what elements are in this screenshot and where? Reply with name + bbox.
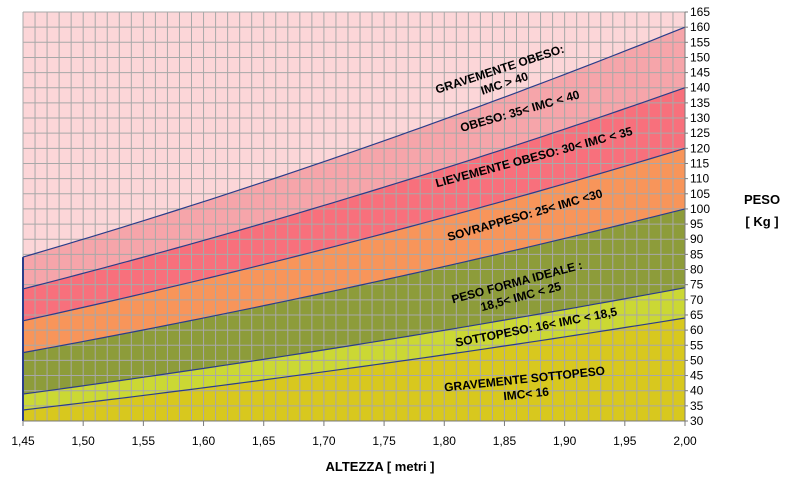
y-tick-label-27: 165: [690, 5, 710, 19]
x-tick-label-9: 1,90: [553, 434, 577, 448]
y-tick-label-24: 150: [690, 50, 710, 64]
y-tick-label-16: 110: [690, 172, 709, 186]
zones-layer: [23, 12, 685, 421]
y-tick-label-18: 120: [690, 141, 710, 155]
axes-layer: 1,45 1,50 1,55 1,60 1,65 1,70 1,75 1,80 1,85 1,90…: [11, 5, 710, 448]
y-tick-label-2: 40: [690, 384, 704, 398]
y-tick-label-14: 100: [690, 202, 710, 216]
grid-layer: [22, 11, 686, 422]
x-tick-label-8: 1,85: [493, 434, 517, 448]
y-tick-label-12: 90: [690, 232, 704, 246]
y-tick-label-21: 135: [690, 96, 710, 110]
y-tick-label-9: 75: [690, 278, 704, 292]
x-tick-label-5: 1,70: [312, 434, 336, 448]
zone-area-4: [23, 87, 685, 321]
zone-area-2: [23, 208, 685, 395]
boundary-lines-layer: [22, 26, 686, 421]
y-tick-label-1: 35: [690, 399, 704, 413]
y-tick-label-4: 50: [690, 353, 704, 367]
x-tick-label-4: 1,65: [252, 434, 276, 448]
y-tick-label-19: 125: [690, 126, 710, 140]
y-tick-label-0: 30: [690, 414, 704, 428]
bmi-line-25: [22, 208, 686, 354]
y-tick-label-10: 80: [690, 263, 704, 277]
x-tick-label-1: 1,50: [72, 434, 96, 448]
x-tick-label-0: 1,45: [11, 434, 35, 448]
bmi-line-18-5: [22, 287, 686, 395]
zone-area-5: [23, 27, 685, 289]
x-tick-label-11: 2,00: [673, 434, 697, 448]
y-tick-label-8: 70: [690, 293, 704, 307]
zone-label-0-line-1: IMC< 16: [503, 385, 550, 404]
x-tick-label-6: 1,75: [372, 434, 396, 448]
zone-area-3: [23, 148, 685, 353]
x-axis-title: ALTEZZA [ metri ]: [325, 459, 434, 474]
bmi-line-35: [22, 87, 686, 290]
y-tick-label-3: 45: [690, 369, 704, 383]
y-tick-label-17: 115: [690, 156, 709, 170]
bmi-line-30: [22, 147, 686, 322]
y-tick-label-13: 95: [690, 217, 704, 231]
y-tick-label-23: 145: [690, 66, 710, 80]
y-axis-title-line-2: [ Kg ]: [745, 214, 778, 229]
y-tick-label-26: 160: [690, 20, 710, 34]
zone-area-1: [23, 287, 685, 410]
y-tick-label-20: 130: [690, 111, 710, 125]
y-tick-label-7: 65: [690, 308, 704, 322]
y-tick-label-11: 85: [690, 247, 704, 261]
x-tick-label-7: 1,80: [433, 434, 457, 448]
y-tick-label-6: 60: [690, 323, 704, 337]
x-tick-label-10: 1,95: [613, 434, 637, 448]
zone-area-6: [23, 12, 685, 258]
y-tick-label-22: 140: [690, 81, 710, 95]
y-axis-title-line-1: PESO: [744, 192, 780, 207]
y-tick-label-15: 105: [690, 187, 710, 201]
y-tick-label-25: 155: [690, 35, 710, 49]
bmi-line-40: [22, 26, 686, 258]
x-tick-label-3: 1,60: [192, 434, 216, 448]
y-tick-label-5: 55: [690, 338, 704, 352]
x-tick-label-2: 1,55: [132, 434, 156, 448]
bmi-line-16: [22, 317, 686, 411]
